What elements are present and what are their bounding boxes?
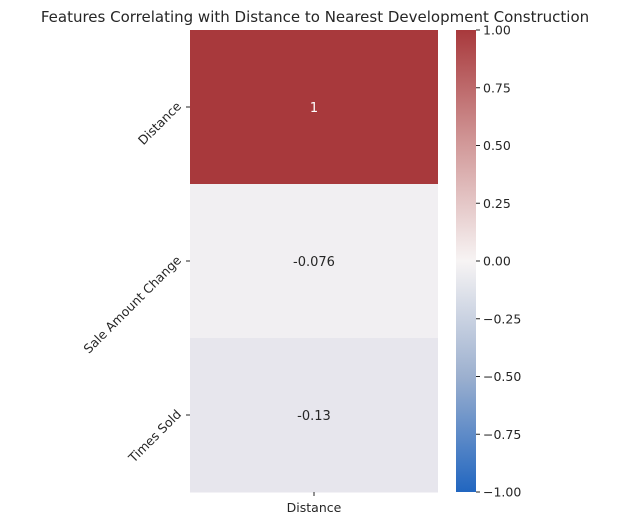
chart-title: Features Correlating with Distance to Ne… [41,8,589,26]
colorbar-tick-label: 0.00 [483,254,511,269]
colorbar-tick-label: −0.75 [483,427,521,442]
colorbar-ticks: −1.00 −0.75 −0.50 −0.25 0.00 0.25 0.50 0.75 1.00 [476,23,521,500]
cell-value-label: -0.076 [293,255,335,270]
heatmap-cell [190,184,438,339]
row-labels: Distance Sale Amount Change Times Sold [80,98,190,466]
cell-value-label: -0.13 [297,409,331,424]
heatmap-cell [190,338,438,493]
row-label: Sale Amount Change [80,252,184,356]
colorbar-tick-label: 1.00 [483,23,511,38]
column-labels: Distance [287,492,342,515]
colorbar-tick-label: 0.75 [483,80,511,95]
colorbar-tick-label: −0.50 [483,369,521,384]
row-label: Times Sold [125,407,184,466]
colorbar-tick-label: −0.25 [483,311,521,326]
colorbar [456,30,476,492]
colorbar-tick-label: 0.50 [483,138,511,153]
heatmap-cells: 1 -0.076 -0.13 [190,30,438,493]
cell-value-label: 1 [310,101,318,116]
heatmap-cell [190,30,438,185]
colorbar-tick-label: −1.00 [483,485,521,500]
colorbar-tick-label: 0.25 [483,196,511,211]
column-label: Distance [287,500,342,515]
row-label: Distance [135,98,184,147]
